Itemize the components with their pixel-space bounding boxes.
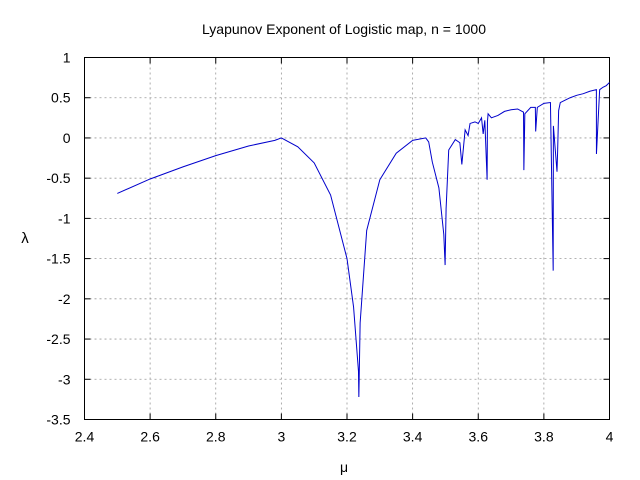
chart-title: Lyapunov Exponent of Logistic map, n = 1… <box>202 21 486 37</box>
x-tick-labels: 2.4 2.6 2.8 3 3.2 3.4 3.6 3.8 4 <box>75 429 614 445</box>
x-axis-label: μ <box>340 459 348 475</box>
y-tick-label: 1 <box>63 50 71 66</box>
y-tick-label: 0 <box>63 130 71 146</box>
x-tick-label: 3.2 <box>337 429 357 445</box>
series-line <box>117 82 610 397</box>
y-tick-label: -2.5 <box>46 331 70 347</box>
x-tick-label: 3 <box>277 429 285 445</box>
x-tick-label: 2.8 <box>206 429 226 445</box>
y-axis-label: λ <box>21 230 29 247</box>
x-tick-label: 2.6 <box>140 429 160 445</box>
y-tick-label: -3.5 <box>46 412 70 428</box>
gridlines <box>84 57 610 420</box>
y-tick-label: -2 <box>58 291 71 307</box>
x-tick-label: 3.6 <box>469 429 489 445</box>
x-tick-label: 4 <box>606 429 614 445</box>
axis-ticks <box>84 57 610 420</box>
x-tick-label: 2.4 <box>75 429 95 445</box>
x-tick-label: 3.4 <box>403 429 423 445</box>
y-tick-labels: 1 0.5 0 -0.5 -1 -1.5 -2 -2.5 -3 -3.5 <box>46 50 70 428</box>
y-tick-label: -1.5 <box>46 251 70 267</box>
y-tick-label: 0.5 <box>51 90 71 106</box>
y-tick-label: -1 <box>58 210 71 226</box>
y-tick-label: -3 <box>58 371 71 387</box>
x-tick-label: 3.8 <box>534 429 554 445</box>
y-tick-label: -0.5 <box>46 170 70 186</box>
